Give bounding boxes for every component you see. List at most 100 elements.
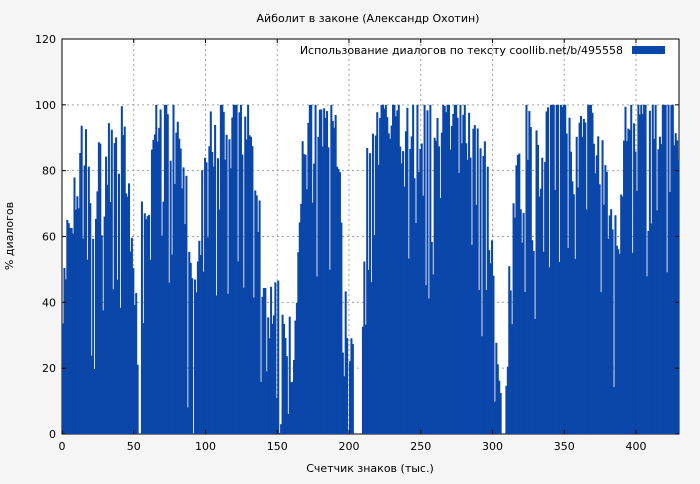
bar [637, 104, 640, 434]
bar [384, 104, 387, 434]
bar [171, 254, 174, 434]
bar [97, 142, 100, 434]
bar [480, 336, 484, 434]
bar [595, 155, 598, 435]
bar [93, 369, 96, 434]
bar [301, 141, 304, 435]
y-tick-label: 80 [42, 165, 56, 178]
bar [189, 262, 192, 434]
bar [107, 123, 110, 434]
bar [361, 326, 364, 434]
bar [290, 382, 293, 434]
bar [526, 159, 529, 434]
bar [590, 104, 593, 434]
bar [351, 344, 354, 434]
bar [112, 289, 115, 434]
bar [209, 111, 212, 434]
bar [598, 184, 601, 434]
bar [224, 159, 227, 434]
bar [284, 338, 287, 434]
bar [92, 238, 95, 434]
bar [403, 186, 406, 434]
bar [429, 104, 432, 434]
bar [585, 209, 588, 434]
bar [212, 166, 215, 435]
bar [419, 148, 422, 434]
bar [106, 184, 109, 434]
bar [492, 275, 495, 434]
bar [205, 162, 208, 434]
bar [182, 167, 185, 434]
bar [303, 154, 306, 434]
bar [310, 104, 313, 434]
bar [602, 204, 605, 434]
bar [76, 196, 79, 434]
bar [314, 104, 317, 434]
bar [86, 259, 89, 434]
bar [370, 282, 373, 434]
bar [420, 143, 423, 434]
bar [393, 104, 396, 434]
bar [648, 110, 651, 434]
bar [278, 432, 281, 434]
bar [535, 130, 538, 434]
bar [89, 203, 92, 434]
bar [110, 129, 113, 434]
bar [433, 137, 436, 435]
bar [630, 104, 633, 434]
bar [219, 104, 222, 434]
bar [396, 110, 399, 434]
bar [161, 235, 164, 434]
bar [169, 160, 172, 434]
y-tick-label: 20 [42, 362, 56, 375]
bar [69, 227, 72, 434]
bar [178, 138, 181, 435]
bar [122, 135, 125, 434]
bar [248, 135, 251, 435]
bar [265, 371, 268, 434]
bar [237, 261, 240, 434]
bar [472, 128, 475, 434]
bar [79, 152, 82, 435]
bar [337, 168, 340, 434]
bar [653, 138, 656, 435]
bar [336, 166, 339, 434]
bar [435, 140, 438, 434]
bar [333, 127, 336, 435]
y-tick-label: 60 [42, 231, 56, 244]
bar [376, 112, 379, 435]
bar [194, 279, 197, 434]
bar [222, 112, 225, 434]
bar [600, 292, 603, 434]
bar [260, 381, 263, 434]
bar [311, 202, 314, 434]
bar [247, 104, 250, 434]
bar [493, 401, 496, 434]
bar [74, 209, 77, 434]
bar [234, 104, 237, 434]
axis-ticks: 0 20 40 60 80 100 120 0 50 100 150 200 250 300 350 400 [35, 33, 679, 453]
bar [631, 252, 634, 434]
bar [99, 143, 102, 434]
bar [644, 104, 647, 434]
bar [214, 124, 217, 434]
bar [300, 203, 303, 434]
bar [140, 201, 143, 434]
bar [175, 132, 178, 434]
bar [666, 272, 669, 434]
bar [340, 222, 343, 434]
bar [242, 287, 245, 434]
bar [285, 356, 288, 434]
bar [293, 359, 296, 434]
bar [225, 134, 228, 434]
bar [125, 193, 128, 434]
bar [135, 293, 138, 434]
bar [277, 280, 280, 434]
bar [569, 151, 572, 434]
bar [564, 104, 567, 434]
bar [394, 116, 397, 435]
bar [456, 117, 459, 434]
bar [145, 219, 148, 434]
bar [231, 117, 234, 435]
bar [374, 135, 377, 434]
